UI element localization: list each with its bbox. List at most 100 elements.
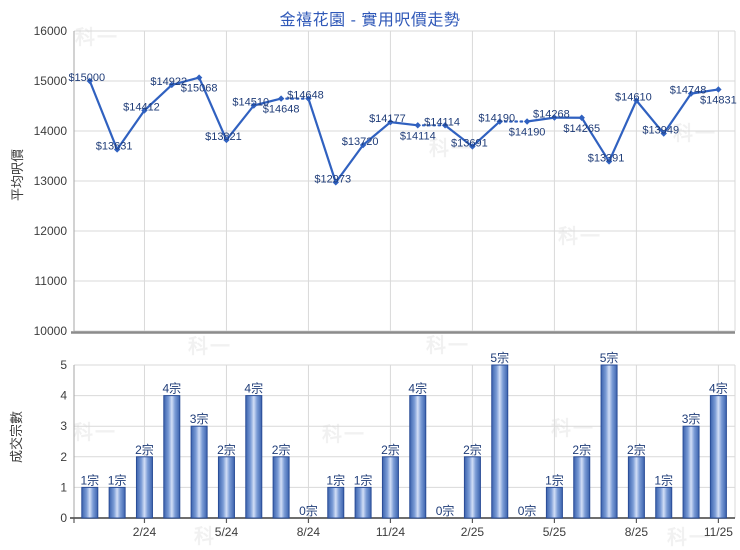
price-line [88, 76, 719, 183]
data-point-label: $14510 [232, 97, 269, 109]
data-point-marker [605, 158, 613, 165]
volume-bar [163, 395, 181, 519]
data-point-label: $14265 [563, 123, 600, 135]
price-line-segment [253, 97, 282, 107]
data-point-marker [414, 122, 421, 129]
data-point-marker [223, 136, 230, 144]
data-point-marker [578, 114, 585, 121]
data-point-label: $14648 [287, 90, 324, 102]
data-point-marker [660, 130, 667, 137]
volume-bar [272, 456, 290, 519]
chart-title: 金禧花園 - 實用呎價走勢 [279, 12, 461, 29]
volume-bar [354, 486, 372, 519]
data-point-label: $14748 [670, 85, 707, 97]
watermark-text: 科一 [551, 416, 595, 440]
bar-value-label: 1宗 [354, 472, 373, 487]
bar-value-label: 1宗 [80, 472, 99, 487]
data-point-marker [551, 114, 558, 121]
count-y-tick-label: 1 [60, 480, 67, 494]
bar-value-labels: 1宗 1宗 2宗 4宗 3宗 2宗 4宗 2宗 0宗 1宗 1宗 2宗 4宗 0宗 2宗 5宗 0宗 1宗 2宗 5宗… [80, 350, 727, 518]
data-point-marker [86, 77, 93, 85]
price-line-segment [580, 117, 611, 163]
price-line-segment [662, 92, 692, 135]
watermark-text: 科一 [322, 422, 366, 446]
data-point-label: $14268 [533, 109, 570, 121]
price-y-tick-label: 16000 [34, 24, 68, 38]
bar-value-label: 5宗 [600, 350, 619, 365]
bar-value-label: 2宗 [217, 442, 236, 457]
bar-value-label: 0宗 [518, 503, 537, 518]
data-point-marker [168, 81, 175, 89]
x-tick-label: 8/25 [625, 525, 649, 539]
data-point-marker [469, 143, 476, 150]
data-point-label: $13949 [642, 125, 679, 137]
volume-bar [463, 456, 481, 519]
data-point-label: $13691 [451, 137, 488, 149]
price-line-segment [444, 124, 474, 148]
data-point-label: $14412 [123, 101, 160, 113]
price-line-segment [334, 144, 364, 183]
price-line-segment [362, 121, 392, 146]
price-point-markers [86, 74, 722, 186]
x-tick-label: 2/25 [461, 525, 485, 539]
bar-value-label: 4宗 [709, 381, 728, 396]
data-point-label: $12973 [314, 173, 351, 185]
price-line-segment [635, 99, 665, 135]
volume-bar [545, 486, 563, 519]
bar-value-label: 5宗 [490, 350, 509, 365]
data-point-marker [305, 95, 312, 102]
bar-value-label: 2宗 [572, 442, 591, 457]
price-y-tick-label: 11000 [35, 274, 68, 288]
bar-value-label: 2宗 [627, 442, 646, 457]
data-point-label: $14114 [400, 130, 436, 142]
volume-bar [245, 395, 263, 519]
watermark-text: 科一 [194, 524, 238, 548]
price-line-segment [526, 116, 555, 123]
data-point-label: $14114 [424, 116, 460, 128]
x-tick-label: 5/25 [543, 525, 567, 539]
price-y-tick-label: 14000 [34, 124, 68, 138]
x-tick-label: 11/24 [376, 525, 405, 539]
bar-value-label: 2宗 [463, 442, 482, 457]
price-line-segment [88, 80, 119, 150]
volume-bar [135, 456, 153, 519]
data-point-marker [441, 122, 449, 129]
watermark-text: 科一 [73, 420, 117, 444]
count-y-tick-label: 3 [60, 419, 67, 433]
price-y-tick-label: 15000 [34, 74, 68, 88]
data-point-marker [113, 146, 121, 153]
volume-bar [81, 486, 99, 519]
data-point-marker [387, 118, 394, 126]
watermark-text: 科一 [426, 333, 470, 357]
count-y-tick-label: 4 [60, 389, 67, 403]
bar-value-label: 2宗 [272, 442, 291, 457]
volume-bar [600, 364, 618, 519]
bar-value-label: 1宗 [545, 472, 564, 487]
data-point-label: $13720 [342, 136, 379, 148]
watermark-text: 科一 [667, 525, 711, 549]
price-line-segment [471, 120, 501, 148]
x-tick-label: 8/24 [297, 525, 321, 539]
volume-bar [108, 486, 126, 519]
bar-value-label: 1宗 [654, 472, 673, 487]
price-y-tick-label: 10000 [34, 324, 68, 338]
volume-bar [491, 364, 509, 519]
volume-bar [573, 456, 591, 519]
price-line-segment [198, 77, 228, 141]
price-line-segment [225, 104, 255, 141]
bar-value-label: 2宗 [135, 442, 154, 457]
price-line-segment [307, 98, 337, 183]
price-line-segment [608, 100, 638, 162]
count-y-tick-label: 5 [60, 358, 67, 372]
bar-value-label: 4宗 [244, 381, 263, 396]
data-point-label: $15068 [181, 83, 218, 95]
count-y-tick-label: 2 [60, 450, 67, 464]
bar-value-label: 4宗 [162, 381, 181, 396]
bar-value-label: 4宗 [408, 381, 427, 396]
volume-bar [217, 456, 235, 519]
bar-value-label: 0宗 [436, 503, 455, 518]
axis-lines [70, 31, 735, 523]
bar-value-label: 0宗 [299, 503, 318, 518]
